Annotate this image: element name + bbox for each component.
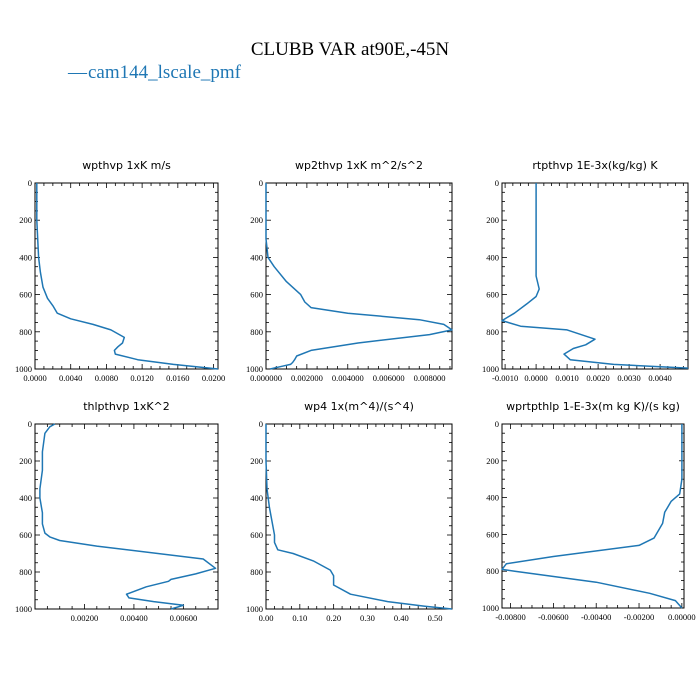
y-tick-label: 1000 — [15, 364, 32, 374]
y-tick-label: 200 — [250, 456, 263, 466]
y-tick-label: 0 — [28, 419, 32, 429]
x-tick-label: -0.00400 — [581, 612, 611, 622]
y-tick-label: 1000 — [482, 364, 499, 374]
panel-title: thlpthvp 1xK^2 — [83, 400, 170, 413]
legend-entry: cam144_lscale_pmf — [88, 62, 242, 83]
y-tick-label: 800 — [486, 327, 499, 337]
x-tick-label: 0.00600 — [170, 613, 198, 623]
x-tick-label: 0.00000 — [668, 612, 696, 622]
y-tick-label: 600 — [486, 290, 499, 300]
plot-frame — [501, 423, 685, 609]
y-tick-label: 400 — [19, 493, 32, 503]
y-tick-label: 400 — [486, 252, 499, 262]
x-tick-label: 0.30 — [360, 613, 375, 623]
x-tick-label: 0.0030 — [617, 373, 640, 383]
y-tick-label: 400 — [486, 493, 499, 503]
plot-frame — [265, 182, 453, 370]
x-tick-label: 0.00200 — [71, 613, 99, 623]
y-tick-label: 600 — [19, 290, 32, 300]
x-tick-label: 0.40 — [394, 613, 409, 623]
y-tick-label: 800 — [250, 567, 263, 577]
series-line — [39, 423, 217, 610]
x-tick-label: 0.000000 — [250, 373, 282, 383]
series-line — [265, 183, 453, 370]
series-line — [501, 183, 689, 369]
x-tick-label: 0.00400 — [120, 613, 148, 623]
y-tick-label: 800 — [19, 567, 32, 577]
y-tick-label: 1000 — [246, 364, 263, 374]
x-tick-label: 0.008000 — [414, 373, 446, 383]
plot-frame — [265, 423, 453, 610]
x-tick-label: 0.004000 — [332, 373, 364, 383]
y-tick-label: 600 — [19, 530, 32, 540]
x-tick-label: 0.002000 — [291, 373, 323, 383]
y-tick-label: 1000 — [482, 603, 499, 613]
series-line — [501, 424, 683, 609]
panel-title: wpthvp 1xK m/s — [82, 159, 171, 172]
y-tick-label: 600 — [486, 529, 499, 539]
y-tick-label: 200 — [250, 215, 263, 225]
y-tick-label: 1000 — [246, 604, 263, 614]
x-tick-label: 0.0120 — [130, 373, 153, 383]
y-tick-label: 200 — [486, 215, 499, 225]
y-tick-label: 0 — [495, 419, 499, 429]
x-tick-label: 0.0040 — [59, 373, 82, 383]
y-tick-label: 0 — [259, 419, 263, 429]
x-tick-label: -0.0010 — [492, 373, 518, 383]
x-tick-label: 0.0010 — [555, 373, 578, 383]
y-tick-label: 600 — [250, 530, 263, 540]
y-tick-label: 200 — [19, 456, 32, 466]
x-tick-label: 0.10 — [292, 613, 307, 623]
x-tick-label: -0.00800 — [495, 612, 525, 622]
y-tick-label: 1000 — [15, 604, 32, 614]
x-tick-label: 0.00 — [259, 613, 274, 623]
y-tick-label: 200 — [486, 456, 499, 466]
panel-3: rtpthvp 1E-3x(kg/kg) K 0 200 400 600 800 1000-… — [482, 159, 689, 383]
panel-4: thlpthvp 1xK^2 0 200 400 600 800 1000 0.00200 0.… — [15, 400, 219, 623]
x-tick-label: 0.0000 — [524, 373, 547, 383]
x-tick-label: -0.00200 — [624, 612, 654, 622]
x-tick-label: 0.0200 — [202, 373, 225, 383]
x-tick-label: 0.006000 — [373, 373, 405, 383]
plot-frame — [501, 182, 689, 370]
panel-title: rtpthvp 1E-3x(kg/kg) K — [532, 159, 658, 172]
plot-frame — [34, 182, 219, 370]
y-tick-label: 0 — [28, 178, 32, 188]
y-tick-label: 600 — [250, 290, 263, 300]
x-tick-label: 0.0020 — [586, 373, 609, 383]
y-tick-label: 400 — [250, 252, 263, 262]
x-tick-label: 0.0000 — [23, 373, 46, 383]
panel-2: wp2thvp 1xK m^2/s^2020040060080010000.00… — [246, 159, 453, 383]
panel-title: wp4 1x(m^4)/(s^4) — [304, 400, 414, 413]
series-line — [36, 183, 219, 370]
x-tick-label: 0.0160 — [166, 373, 189, 383]
y-tick-label: 800 — [19, 327, 32, 337]
y-tick-label: 400 — [19, 252, 32, 262]
series-line — [265, 424, 453, 610]
figure-title: CLUBB VAR at90E,-45N — [251, 39, 450, 60]
legend-symbol: — — [67, 62, 88, 83]
plot-frame — [34, 423, 219, 610]
x-tick-label: 0.20 — [326, 613, 341, 623]
y-tick-label: 0 — [259, 178, 263, 188]
x-tick-label: -0.00600 — [538, 612, 568, 622]
y-tick-label: 200 — [19, 215, 32, 225]
panel-title: wp2thvp 1xK m^2/s^2 — [295, 159, 423, 172]
x-tick-label: 0.0080 — [95, 373, 118, 383]
panel-6: wprtpthlp 1-E-3x(m kg K)/(s kg) 0 200 400 60… — [482, 400, 696, 622]
panel-title: wprtpthlp 1-E-3x(m kg K)/(s kg) — [506, 400, 680, 413]
y-tick-label: 400 — [250, 493, 263, 503]
y-tick-label: 0 — [495, 178, 499, 188]
y-tick-label: 800 — [250, 327, 263, 337]
x-tick-label: 0.0040 — [648, 373, 671, 383]
y-tick-label: 800 — [486, 566, 499, 576]
x-tick-label: 0.50 — [428, 613, 443, 623]
